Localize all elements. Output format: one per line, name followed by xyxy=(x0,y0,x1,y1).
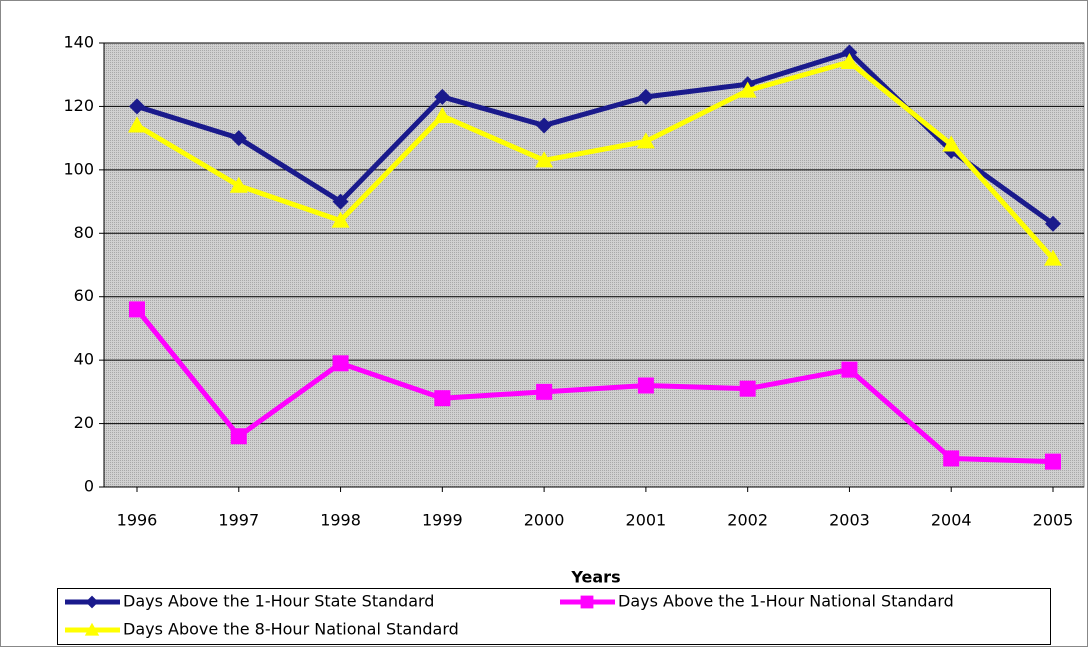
series-line xyxy=(135,59,1055,261)
x-tick-label: 1997 xyxy=(218,511,259,530)
marker xyxy=(1045,453,1061,470)
y-tick-label: 40 xyxy=(74,350,94,369)
marker xyxy=(84,622,100,636)
marker xyxy=(332,193,349,210)
marker xyxy=(434,390,451,407)
x-tick-label: 2001 xyxy=(626,511,667,530)
legend-label: Days Above the 8-Hour National Standard xyxy=(123,620,459,639)
marker xyxy=(230,130,247,147)
y-tick-label: 60 xyxy=(74,286,94,305)
x-tick-label: 1998 xyxy=(320,511,361,530)
marker xyxy=(535,151,554,168)
marker xyxy=(1044,249,1062,266)
marker xyxy=(637,377,654,394)
marker xyxy=(536,117,553,134)
marker xyxy=(128,116,146,133)
marker xyxy=(942,135,961,152)
marker xyxy=(433,106,452,123)
marker xyxy=(536,383,553,400)
marker xyxy=(331,211,350,228)
y-tick-label: 100 xyxy=(63,159,94,178)
series-line xyxy=(135,307,1054,465)
marker xyxy=(636,132,655,149)
x-tick-label: 1999 xyxy=(422,511,463,530)
marker xyxy=(85,595,99,609)
marker xyxy=(230,428,247,445)
marker xyxy=(637,88,654,105)
marker xyxy=(738,81,757,98)
x-axis-title: Years xyxy=(570,568,620,587)
y-tick-label: 80 xyxy=(74,223,94,242)
x-tick-label: 2000 xyxy=(524,511,565,530)
legend-label: Days Above the 1-Hour National Standard xyxy=(618,592,954,611)
marker xyxy=(129,98,145,115)
marker xyxy=(332,355,349,372)
marker xyxy=(840,53,859,70)
x-tick-label: 2004 xyxy=(931,511,972,530)
marker xyxy=(580,595,594,609)
x-tick-label: 2005 xyxy=(1033,511,1074,530)
x-tick-label: 2002 xyxy=(727,511,768,530)
y-tick-label: 140 xyxy=(63,33,94,52)
y-tick-label: 20 xyxy=(74,413,94,432)
x-tick-label: 1996 xyxy=(117,511,158,530)
marker xyxy=(434,88,451,105)
legend-label: Days Above the 1-Hour State Standard xyxy=(123,592,434,611)
marker xyxy=(1045,215,1061,232)
legend xyxy=(57,588,1051,645)
x-tick-label: 2003 xyxy=(829,511,870,530)
y-tick-label: 120 xyxy=(63,96,94,115)
marker xyxy=(841,361,858,378)
marker xyxy=(129,301,145,318)
marker xyxy=(229,176,248,193)
marker xyxy=(943,450,960,467)
y-tick-label: 0 xyxy=(84,477,94,496)
marker xyxy=(739,380,756,397)
marker xyxy=(841,44,858,61)
